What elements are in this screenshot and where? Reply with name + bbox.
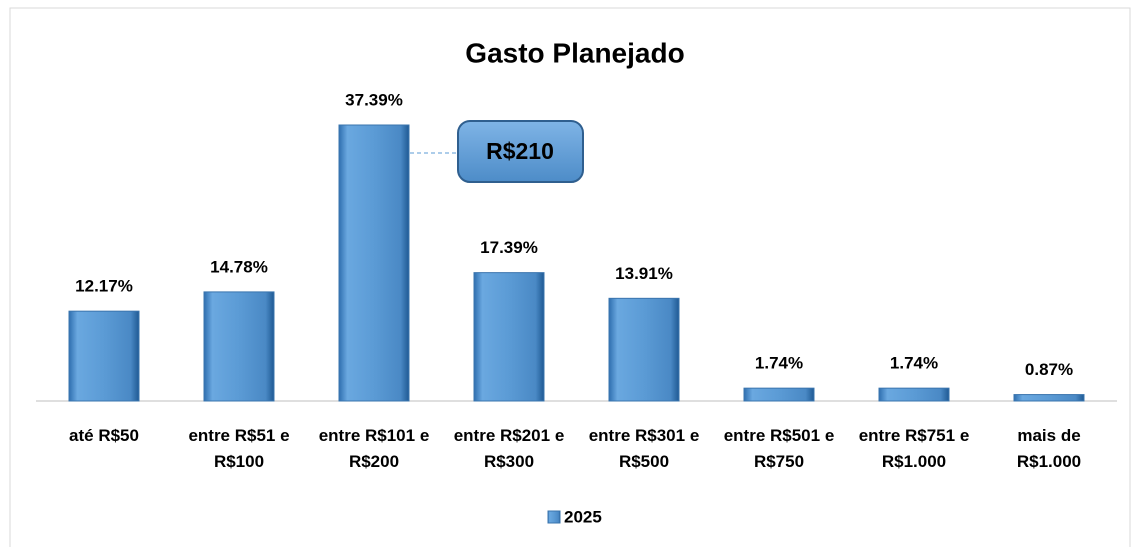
- chart-title: Gasto Planejado: [465, 37, 684, 68]
- x-tick-label: entre R$101 e R$200: [318, 426, 430, 471]
- x-tick-label: entre R$51 e R$100: [188, 426, 290, 471]
- bar: [473, 272, 545, 402]
- value-label: 37.39%: [345, 90, 403, 109]
- legend-swatch: [547, 510, 561, 524]
- x-tick-label: entre R$751 e R$1.000: [858, 426, 970, 471]
- bar: [68, 310, 140, 402]
- annotation-box: [457, 120, 584, 183]
- legend-label: 2025: [564, 507, 602, 526]
- value-label: 17.39%: [480, 238, 538, 257]
- value-label: 14.78%: [210, 257, 268, 276]
- chart-border: [9, 7, 1131, 547]
- bar: [743, 387, 815, 402]
- value-label: 1.74%: [755, 354, 803, 373]
- x-tick-label: entre R$201 e R$300: [453, 426, 565, 471]
- x-tick-label: entre R$501 e R$750: [723, 426, 835, 471]
- bar: [1013, 394, 1085, 402]
- bar: [203, 291, 275, 402]
- bar: [338, 124, 410, 402]
- value-label: 1.74%: [890, 354, 938, 373]
- x-tick-label: até R$50: [69, 426, 139, 445]
- x-tick-label: mais de R$1.000: [1016, 426, 1082, 471]
- value-label: 13.91%: [615, 264, 673, 283]
- value-label: 12.17%: [75, 277, 133, 296]
- bar: [878, 387, 950, 402]
- bar: [608, 297, 680, 402]
- value-label: 0.87%: [1025, 360, 1073, 379]
- annotation-text: R$210: [486, 138, 554, 164]
- x-tick-label: entre R$301 e R$500: [588, 426, 700, 471]
